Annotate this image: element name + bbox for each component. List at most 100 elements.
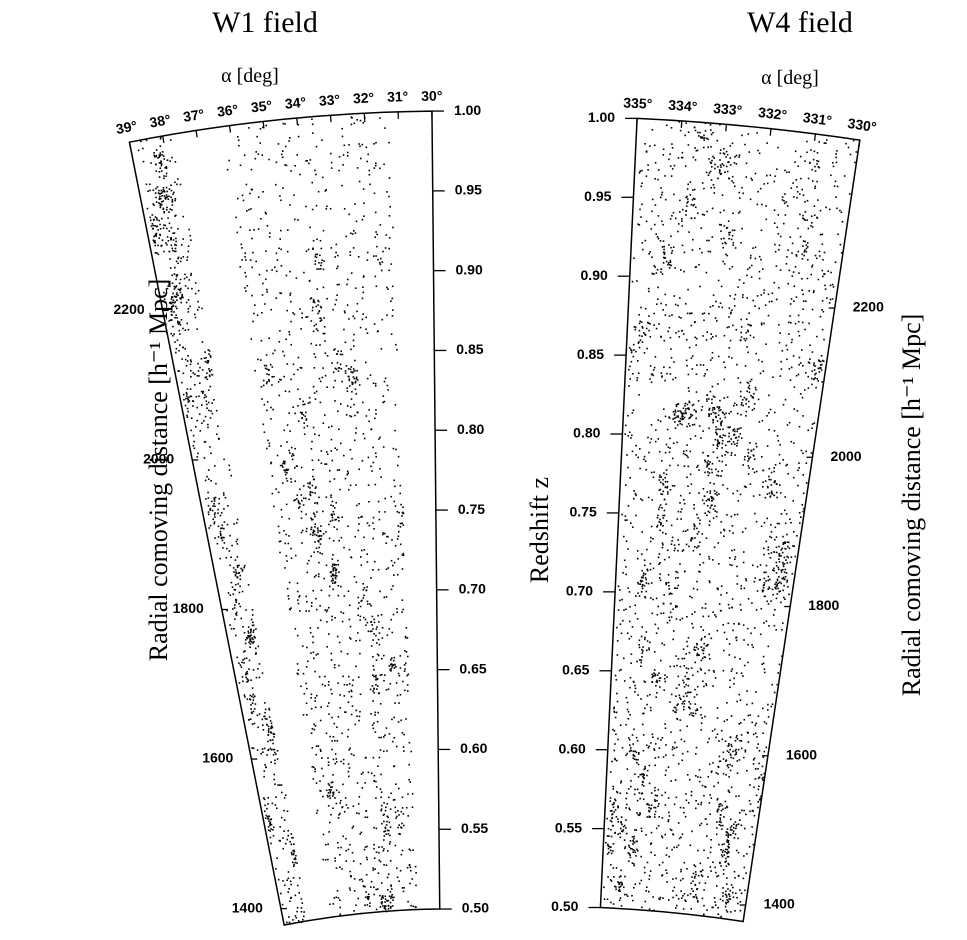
galaxy-dot [166, 206, 168, 209]
galaxy-dot [388, 247, 390, 250]
galaxy-dot [315, 745, 318, 747]
galaxy-dot [377, 711, 379, 714]
galaxy-dot [350, 398, 353, 400]
galaxy-dot [187, 308, 190, 310]
galaxy-dot [629, 686, 631, 689]
galaxy-dot [699, 553, 701, 556]
galaxy-dot [322, 510, 324, 513]
galaxy-dot [372, 756, 375, 759]
galaxy-dot [774, 609, 776, 611]
galaxy-dot [810, 215, 813, 217]
galaxy-dot [384, 247, 387, 249]
galaxy-dot [363, 437, 366, 440]
galaxy-dot [309, 494, 312, 497]
galaxy-dot [747, 382, 750, 384]
galaxy-dot [345, 860, 348, 862]
galaxy-dot [317, 529, 319, 532]
galaxy-dot [687, 407, 690, 409]
galaxy-dot [727, 841, 730, 844]
galaxy-dot [288, 140, 290, 142]
galaxy-dot [662, 262, 665, 264]
galaxy-dot [651, 499, 653, 501]
galaxy-dot [711, 496, 714, 499]
galaxy-dot [816, 216, 818, 219]
galaxy-dot [334, 617, 336, 619]
galaxy-dot [677, 576, 679, 579]
galaxy-dot [644, 596, 647, 599]
galaxy-dot [693, 525, 696, 528]
galaxy-dot [392, 226, 394, 229]
galaxy-dot [747, 133, 750, 135]
galaxy-dot [177, 228, 179, 230]
galaxy-dot [252, 638, 254, 641]
galaxy-dot [198, 413, 201, 415]
galaxy-dot [660, 302, 662, 305]
galaxy-dot [284, 542, 286, 545]
galaxy-dot [661, 507, 663, 509]
galaxy-dot [675, 796, 678, 799]
galaxy-dot [294, 218, 296, 221]
galaxy-dot [343, 695, 346, 697]
galaxy-dot [174, 286, 177, 289]
galaxy-dot [696, 364, 698, 366]
galaxy-dot [411, 793, 414, 795]
galaxy-dot [332, 795, 334, 797]
galaxy-dot [686, 750, 689, 753]
galaxy-dot [181, 295, 183, 297]
galaxy-dot [354, 381, 357, 384]
galaxy-dot [189, 359, 192, 361]
galaxy-dot [275, 488, 277, 490]
galaxy-dot [275, 270, 278, 273]
galaxy-dot [685, 793, 687, 795]
galaxy-dot [670, 175, 673, 177]
galaxy-dot [676, 605, 678, 608]
galaxy-dot [337, 367, 340, 369]
galaxy-dot [661, 220, 663, 223]
galaxy-dot [305, 160, 307, 162]
galaxy-dot [249, 628, 252, 631]
galaxy-dot [245, 609, 247, 611]
galaxy-dot [295, 917, 298, 919]
galaxy-dot [677, 304, 679, 307]
galaxy-dot [685, 412, 687, 414]
galaxy-dot [720, 238, 723, 240]
galaxy-dot [312, 469, 314, 471]
galaxy-dot [652, 675, 654, 678]
galaxy-dot [203, 441, 206, 443]
galaxy-dot [784, 542, 786, 545]
galaxy-dot [219, 557, 221, 560]
galaxy-dot [373, 688, 375, 690]
galaxy-dot [725, 890, 727, 893]
galaxy-dot [213, 399, 215, 401]
galaxy-dot [633, 849, 636, 852]
galaxy-dot [758, 762, 760, 765]
galaxy-dot [173, 250, 176, 253]
galaxy-dot [402, 890, 405, 893]
galaxy-dot [705, 684, 708, 687]
galaxy-dot [766, 142, 768, 144]
galaxy-dot [322, 422, 325, 424]
redshift-tick-label: 0.85 [456, 341, 483, 357]
galaxy-dot [741, 809, 743, 812]
galaxy-dot [175, 351, 177, 354]
galaxy-dot [722, 412, 724, 414]
galaxy-dot [375, 679, 377, 681]
galaxy-dot [260, 339, 263, 342]
galaxy-dot [238, 682, 241, 684]
galaxy-dot [719, 159, 721, 161]
galaxy-dot [353, 333, 355, 336]
galaxy-dot [224, 496, 227, 499]
galaxy-dot [686, 202, 688, 204]
galaxy-dot [751, 702, 754, 705]
galaxy-dot [163, 158, 165, 160]
galaxy-dot [388, 177, 391, 179]
galaxy-dot [739, 658, 741, 660]
galaxy-dot [767, 314, 770, 317]
galaxy-dot [724, 416, 726, 419]
galaxy-dot [308, 559, 310, 562]
galaxy-dot [755, 722, 757, 725]
galaxy-dot [205, 400, 208, 402]
galaxy-dot [815, 386, 817, 389]
galaxy-dot [670, 348, 672, 350]
galaxy-dot [677, 844, 680, 847]
